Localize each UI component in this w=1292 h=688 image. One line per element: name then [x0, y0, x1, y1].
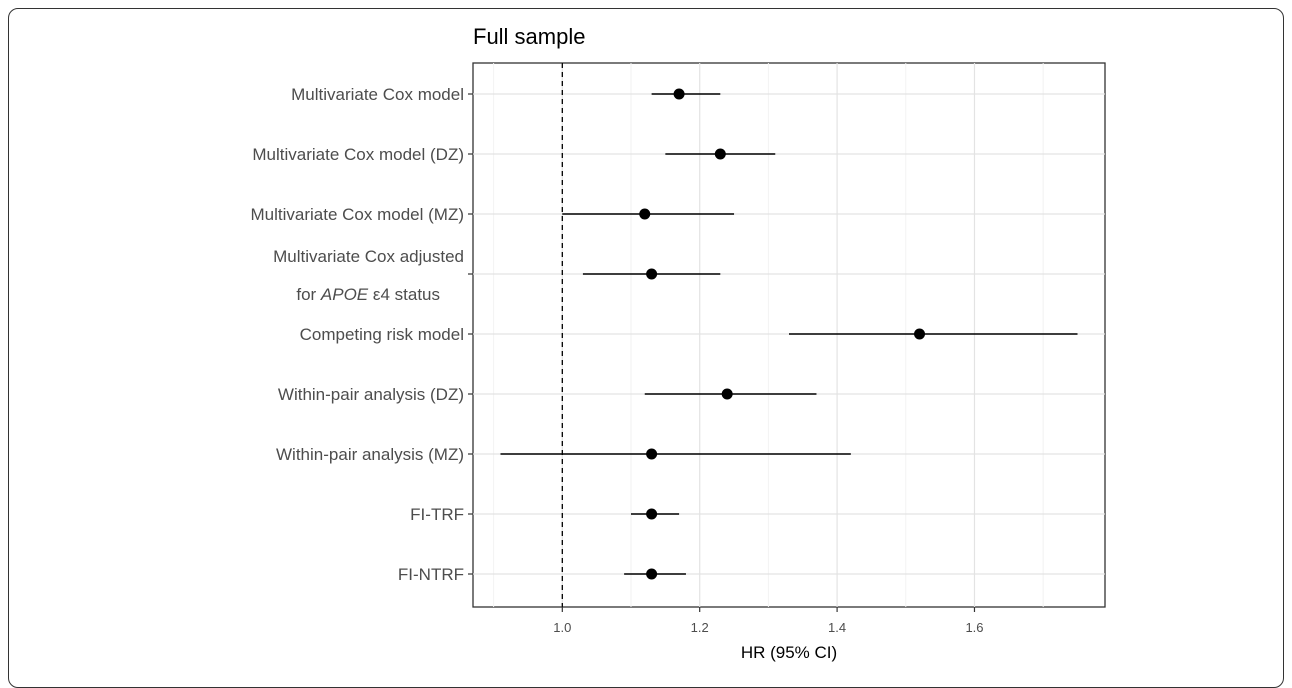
x-tick-label: 1.0 [553, 620, 571, 635]
hr-point [646, 448, 658, 460]
hr-point [721, 388, 733, 400]
y-category-label: Multivariate Cox model [291, 85, 464, 104]
x-tick-label: 1.6 [965, 620, 983, 635]
y-category-label: FI-TRF [410, 505, 464, 524]
forest-plot: Full sample Multivariate Cox modelMultiv… [251, 24, 1106, 662]
hr-point [646, 508, 658, 520]
hr-point [914, 328, 926, 340]
hr-point [639, 208, 651, 220]
hr-point [646, 568, 658, 580]
x-tick-label: 1.2 [691, 620, 709, 635]
y-category-label: Competing risk model [300, 325, 464, 344]
y-category-label: Multivariate Cox model (MZ) [251, 205, 465, 224]
hr-point [646, 268, 658, 280]
x-axis: 1.0 1.2 1.4 1.6 [553, 607, 984, 635]
y-category-label-line2: for APOE ε4 status [296, 285, 440, 304]
y-category-label-line1: Multivariate Cox adjusted [273, 247, 464, 266]
y-category-label: FI-NTRF [398, 565, 464, 584]
x-tick-label: 1.4 [828, 620, 846, 635]
hr-point [714, 148, 726, 160]
y-category-label: Multivariate Cox model (DZ) [252, 145, 464, 164]
chart-title: Full sample [473, 24, 585, 49]
y-category-label: Within-pair analysis (MZ) [276, 445, 464, 464]
x-axis-label: HR (95% CI) [741, 643, 837, 662]
plot-panel [472, 62, 1106, 608]
hr-point [673, 88, 685, 100]
y-axis: Multivariate Cox model Multivariate Cox m… [251, 85, 473, 584]
data-marks [500, 88, 1078, 580]
y-category-label: Within-pair analysis (DZ) [278, 385, 464, 404]
